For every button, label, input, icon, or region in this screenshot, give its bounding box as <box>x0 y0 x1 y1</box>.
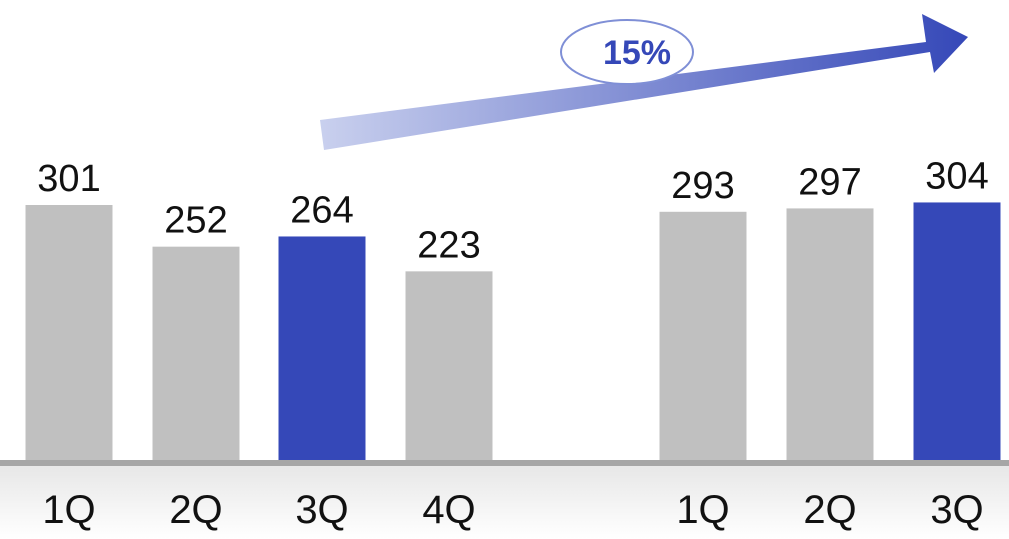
tick-label-g1-3q: 3Q <box>295 488 348 532</box>
growth-badge: 15% <box>560 19 694 85</box>
value-label-g1-2q: 252 <box>164 200 227 242</box>
bar-g1-3q <box>278 236 366 461</box>
value-label-g1-4q: 223 <box>417 224 480 266</box>
bar-g2-1q <box>659 211 747 461</box>
tick-label-g1-4q: 4Q <box>422 488 475 532</box>
growth-badge-text: 15% <box>603 34 671 72</box>
floor-shadow <box>0 462 1009 539</box>
bar-g1-2q <box>152 246 240 461</box>
tick-label-g1-2q: 2Q <box>169 488 222 532</box>
value-label-g2-2q: 297 <box>798 161 861 203</box>
tick-label-g2-3q: 3Q <box>930 488 983 532</box>
tick-label-g2-1q: 1Q <box>676 488 729 532</box>
value-label-g1-1q: 301 <box>37 158 100 200</box>
value-label-g2-1q: 293 <box>671 165 734 207</box>
x-axis-line <box>0 460 1009 466</box>
bar-g1-1q <box>25 205 113 461</box>
labels-layer: 301 252 264 223 293 297 304 <box>37 155 988 266</box>
ticks-layer: 1Q 2Q 3Q 4Q 1Q 2Q 3Q <box>42 488 983 532</box>
bar-g2-3q <box>913 202 1001 462</box>
tick-label-g1-1q: 1Q <box>42 488 95 532</box>
tick-label-g2-2q: 2Q <box>803 488 856 532</box>
bars-layer <box>25 202 1001 462</box>
bar-g1-4q <box>405 271 493 461</box>
value-label-g2-3q: 304 <box>925 155 988 197</box>
value-label-g1-3q: 264 <box>290 189 353 231</box>
growth-badge-ellipse <box>560 19 694 85</box>
bar-g2-2q <box>786 208 874 461</box>
